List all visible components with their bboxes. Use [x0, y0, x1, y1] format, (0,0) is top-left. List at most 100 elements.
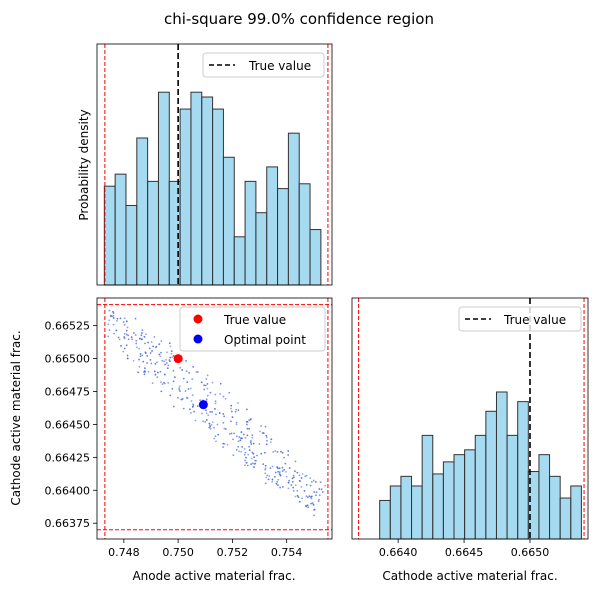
- anode-histogram-reference-lines: [104, 44, 329, 285]
- cathode-histogram-xlabel: Cathode active material frac.: [382, 569, 557, 583]
- sample-point: [108, 329, 111, 331]
- legend-label-true-value: True value: [248, 59, 311, 73]
- scatter-legend: True value Optimal point: [179, 306, 326, 352]
- histogram-bar: [298, 183, 311, 286]
- sample-point: [320, 488, 323, 491]
- sample-point: [244, 459, 247, 462]
- sample-point: [250, 463, 253, 466]
- histogram-bar: [400, 475, 413, 540]
- sample-point: [268, 475, 271, 477]
- sample-point: [169, 356, 172, 359]
- sample-point: [251, 436, 254, 439]
- sample-point: [132, 359, 135, 362]
- sample-point: [253, 466, 255, 468]
- sample-point: [246, 434, 249, 437]
- cathode-histogram-bars: [379, 391, 582, 540]
- sample-point: [314, 480, 317, 483]
- sample-point: [252, 452, 255, 455]
- sample-point: [237, 409, 240, 411]
- histogram-bar: [309, 229, 322, 286]
- sample-point: [214, 408, 216, 410]
- sample-point: [315, 494, 317, 497]
- sample-point: [138, 365, 141, 368]
- sample-point: [123, 337, 126, 340]
- sample-point: [292, 489, 295, 492]
- sample-point: [206, 374, 209, 377]
- sample-point: [214, 400, 217, 403]
- sample-point: [215, 413, 217, 416]
- sample-point: [130, 336, 133, 339]
- sample-point: [154, 373, 157, 376]
- sample-point: [147, 370, 150, 373]
- sample-point: [265, 443, 268, 446]
- sample-point: [274, 450, 277, 452]
- sample-point: [272, 451, 275, 453]
- y-tick-label: 0.66375: [45, 517, 91, 530]
- histogram-bar: [266, 166, 279, 286]
- sample-point: [172, 405, 175, 408]
- sample-point: [112, 312, 115, 315]
- sample-point: [246, 427, 249, 430]
- sample-point: [284, 462, 287, 465]
- sample-point: [292, 486, 295, 489]
- sample-point: [172, 369, 175, 372]
- sample-point: [113, 332, 116, 335]
- sample-point: [185, 359, 187, 362]
- sample-point: [115, 329, 118, 332]
- sample-point: [321, 491, 324, 493]
- sample-point: [231, 416, 234, 419]
- sample-point: [170, 352, 173, 355]
- sample-point: [143, 370, 146, 373]
- sample-point: [219, 382, 222, 385]
- sample-point: [156, 361, 158, 364]
- sample-point: [209, 391, 212, 394]
- x-tick-label: 0.6645: [445, 546, 484, 559]
- sample-point: [222, 395, 225, 398]
- sample-point: [173, 376, 176, 379]
- histogram-bar: [103, 185, 116, 286]
- sample-point: [311, 502, 314, 505]
- sample-point: [169, 345, 172, 348]
- sample-point: [313, 508, 316, 511]
- sample-point: [236, 435, 238, 438]
- sample-point: [178, 385, 181, 388]
- histogram-bar: [201, 96, 214, 286]
- sample-point: [251, 451, 254, 454]
- sample-point: [134, 334, 137, 336]
- sample-point: [196, 405, 199, 407]
- legend-box: [458, 306, 582, 332]
- sample-point: [122, 350, 125, 353]
- legend-blue-dot-marker: [193, 334, 203, 344]
- scatter-sample-points: [103, 309, 327, 517]
- sample-point: [135, 339, 138, 342]
- sample-point: [291, 480, 294, 483]
- sample-point: [150, 362, 153, 365]
- sample-point: [226, 443, 229, 446]
- sample-point: [139, 355, 142, 358]
- sample-point: [165, 358, 167, 361]
- sample-point: [254, 462, 257, 465]
- sample-point: [250, 443, 253, 445]
- sample-point: [123, 323, 126, 326]
- sample-point: [178, 387, 181, 390]
- sample-point: [139, 353, 142, 355]
- sample-point: [146, 362, 148, 364]
- sample-point: [194, 419, 197, 422]
- sample-point: [156, 376, 159, 379]
- sample-point: [135, 346, 138, 349]
- scatter-frame: [96, 297, 333, 540]
- sample-point: [281, 470, 284, 473]
- sample-point: [112, 317, 115, 319]
- sample-point: [143, 373, 146, 376]
- scatter-bound-lines: [97, 298, 332, 539]
- sample-point: [300, 485, 303, 488]
- sample-point: [294, 460, 297, 463]
- y-tick-label: 0.66500: [45, 353, 91, 366]
- sample-point: [273, 475, 276, 478]
- sample-point: [252, 442, 255, 445]
- sample-point: [119, 317, 122, 320]
- sample-point: [215, 440, 217, 443]
- x-tick-label: 0.6640: [379, 546, 418, 559]
- sample-point: [208, 422, 211, 425]
- sample-point: [249, 418, 252, 421]
